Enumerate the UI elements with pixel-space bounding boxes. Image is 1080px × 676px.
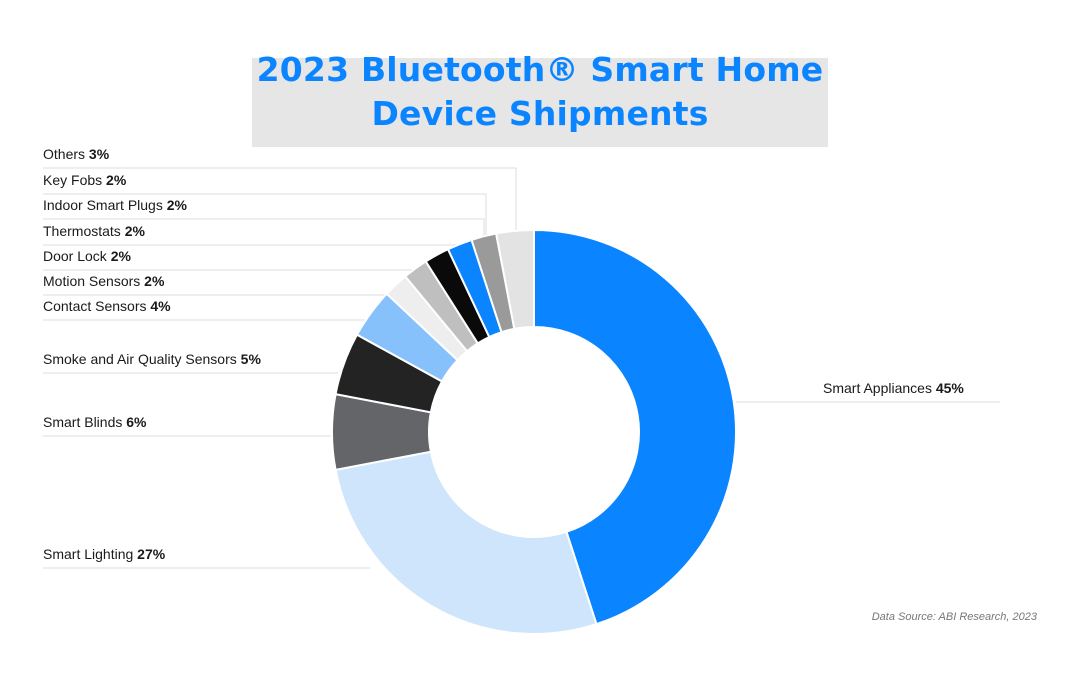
label-door-lock: Door Lock 2%: [43, 248, 131, 264]
label-name: Indoor Smart Plugs: [43, 197, 167, 213]
slice-others: [494, 228, 535, 331]
leader-others: [43, 167, 517, 232]
label-smart-lighting: Smart Lighting 27%: [43, 546, 166, 562]
label-value: 2%: [167, 197, 188, 213]
label-name: Motion Sensors: [43, 273, 144, 289]
label-smart-blinds: Smart Blinds 6%: [43, 414, 147, 430]
label-value: 5%: [241, 351, 262, 367]
leader-lines: [43, 167, 1000, 569]
label-value: 4%: [150, 298, 171, 314]
label-value: 27%: [137, 546, 166, 562]
label-value: 2%: [111, 248, 132, 264]
slice-smart-lighting: [334, 450, 598, 635]
label-name: Key Fobs: [43, 172, 106, 188]
slice-labels: Smart Appliances 45%Smart Lighting 27%Sm…: [43, 146, 964, 562]
label-name: Contact Sensors: [43, 298, 150, 314]
label-name: Others: [43, 146, 89, 162]
data-source-note: Data Source: ABI Research, 2023: [871, 611, 1037, 623]
leader-key-fobs: [43, 193, 487, 238]
label-contact-sensors: Contact Sensors 4%: [43, 298, 171, 314]
label-name: Thermostats: [43, 223, 125, 239]
label-value: 2%: [125, 223, 146, 239]
label-smart-appliances: Smart Appliances 45%: [823, 380, 964, 396]
label-thermostats: Thermostats 2%: [43, 223, 145, 239]
label-value: 2%: [106, 172, 127, 188]
label-value: 2%: [144, 273, 165, 289]
label-key-fobs: Key Fobs 2%: [43, 172, 127, 188]
label-value: 6%: [126, 414, 147, 430]
label-indoor-smart-plugs: Indoor Smart Plugs 2%: [43, 197, 188, 213]
label-motion-sensors: Motion Sensors 2%: [43, 273, 165, 289]
label-smoke-and-air-quality-sensors: Smoke and Air Quality Sensors 5%: [43, 351, 261, 367]
label-name: Smart Appliances: [823, 380, 936, 396]
chart-title-line-2: Device Shipments: [371, 94, 709, 133]
label-others: Others 3%: [43, 146, 110, 162]
chart-title-line-1: 2023 Bluetooth® Smart Home: [256, 50, 824, 89]
label-name: Smoke and Air Quality Sensors: [43, 351, 241, 367]
label-name: Smart Blinds: [43, 414, 126, 430]
label-name: Door Lock: [43, 248, 111, 264]
chart-title-box: 2023 Bluetooth® Smart Home Device Shipme…: [252, 50, 828, 147]
label-value: 3%: [89, 146, 110, 162]
slice-smart-appliances: [533, 228, 737, 626]
donut-slices: [331, 228, 737, 635]
label-name: Smart Lighting: [43, 546, 137, 562]
label-value: 45%: [936, 380, 965, 396]
